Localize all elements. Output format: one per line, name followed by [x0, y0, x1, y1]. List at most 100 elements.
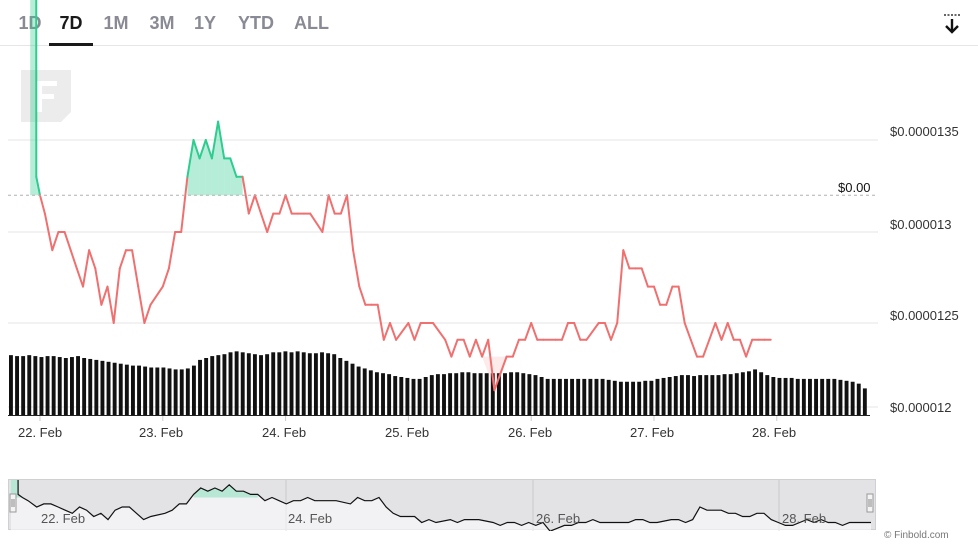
active-range-indicator: [49, 43, 93, 46]
volume-bar-39: [246, 353, 251, 415]
download-icon[interactable]: [938, 10, 966, 38]
volume-bar-90: [557, 378, 562, 415]
volume-bar-127: [783, 377, 788, 415]
price-segment-46: [321, 194, 330, 233]
volume-bar-2: [21, 356, 26, 415]
price-segment-101: [683, 322, 692, 341]
volume-bar-13: [88, 358, 93, 415]
range-ytd-button[interactable]: YTD: [238, 13, 274, 33]
volume-bar-0: [9, 355, 13, 415]
volume-bar-98: [606, 379, 611, 415]
volume-bar-133: [820, 378, 825, 415]
price-segment-45: [309, 212, 324, 233]
x-tick-label-3: 24. Feb: [262, 425, 307, 440]
volume-bar-60: [374, 372, 379, 415]
volume-bar-91: [564, 378, 568, 415]
volume-bar-66: [411, 378, 416, 415]
volume-bar-14: [94, 359, 99, 415]
range-all-button[interactable]: ALL: [294, 13, 329, 33]
volume-bar-51: [320, 352, 324, 415]
volume-bar-68: [423, 377, 428, 415]
navigator-right-handle[interactable]: [866, 493, 874, 513]
price-segment-12: [100, 285, 109, 306]
volume-bar-55: [344, 360, 349, 415]
price-fill: [30, 0, 507, 391]
volume-bar-116: [716, 375, 721, 415]
volume-bar-65: [405, 377, 410, 415]
volume-bar-67: [417, 378, 422, 415]
navigator-price-line: [16, 0, 871, 532]
price-segment-32: [229, 157, 238, 178]
price-segment-77: [524, 322, 533, 341]
navigator-area: [11, 0, 871, 532]
x-tick-label-2: 23. Feb: [139, 425, 184, 440]
volume-bar-125: [771, 377, 776, 415]
navigator-fill-above-28: [214, 488, 223, 498]
volume-bar-103: [637, 381, 642, 415]
y-tick-label-2: $0.000013: [890, 217, 952, 232]
price-segment-34: [241, 175, 250, 215]
range-navigator[interactable]: [8, 0, 876, 532]
volume-bar-84: [521, 373, 526, 415]
price-segment-107: [720, 322, 729, 341]
price-segment-59: [407, 322, 416, 341]
volume-bar-87: [539, 377, 544, 415]
volume-bar-73: [454, 373, 459, 415]
volume-bar-29: [185, 368, 190, 415]
price-segment-104: [702, 338, 711, 358]
volume-bar-126: [777, 377, 782, 415]
price-fill-above-0: [30, 0, 37, 196]
volume-bar-20: [130, 365, 135, 415]
volume-bar-52: [326, 353, 331, 415]
volume-bar-59: [368, 370, 373, 415]
volume-bar-31: [198, 359, 202, 415]
range-1m-button[interactable]: 1M: [103, 13, 129, 33]
volume-bar-62: [387, 374, 392, 415]
price-segment-86: [585, 322, 600, 341]
volume-bar-38: [240, 352, 245, 415]
x-tick-label-1: 22. Feb: [18, 425, 63, 440]
volume-bar-135: [832, 378, 837, 415]
finbold-logo: [21, 70, 71, 122]
price-segment-40: [278, 194, 287, 215]
price-segment-100: [677, 285, 686, 324]
volume-bar-118: [728, 374, 733, 415]
price-segment-27: [198, 139, 207, 160]
volume-bar-80: [496, 373, 501, 415]
volume-bar-34: [216, 355, 221, 415]
volume-bar-64: [399, 377, 404, 415]
price-segment-3: [43, 212, 54, 252]
volume-bar-19: [124, 364, 129, 415]
range-7d-button[interactable]: 7D: [59, 13, 83, 33]
y-tick-label-4: $0.000012: [890, 400, 952, 415]
price-segment-47: [327, 194, 336, 215]
volume-bar-75: [466, 372, 471, 415]
volume-bar-54: [338, 358, 343, 415]
volume-bar-134: [826, 378, 831, 415]
price-segment-36: [253, 194, 262, 215]
volume-bar-137: [844, 380, 849, 415]
credit-text: © Finbold.com: [884, 530, 949, 541]
navigator-fill-above-1: [18, 494, 23, 498]
navigator-fill-above-32: [243, 491, 251, 498]
navigator-tick-label-3: 26. Feb: [536, 511, 581, 526]
volume-bar-131: [808, 378, 812, 415]
price-fill-above-33: [236, 176, 243, 196]
price-segment-9: [82, 249, 91, 288]
navigator-fill-above-33: [250, 494, 258, 498]
navigator-tick-label-2: 24. Feb: [288, 511, 333, 526]
volume-bar-93: [576, 378, 581, 415]
price-segment-19: [143, 303, 152, 324]
range-3m-button[interactable]: 3M: [149, 13, 175, 33]
navigator-left-handle[interactable]: [9, 493, 17, 513]
volume-bar-32: [204, 358, 209, 415]
price-segment-37: [260, 212, 269, 233]
volume-bar-1: [15, 356, 19, 415]
navigator-fill-above-31: [236, 491, 244, 498]
navigator-tick-label-1: 22. Feb: [41, 511, 86, 526]
volume-bar-42: [265, 354, 270, 415]
range-1y-button[interactable]: 1Y: [194, 13, 217, 33]
navigator-line: [16, 0, 871, 532]
price-segment-70: [481, 338, 490, 358]
